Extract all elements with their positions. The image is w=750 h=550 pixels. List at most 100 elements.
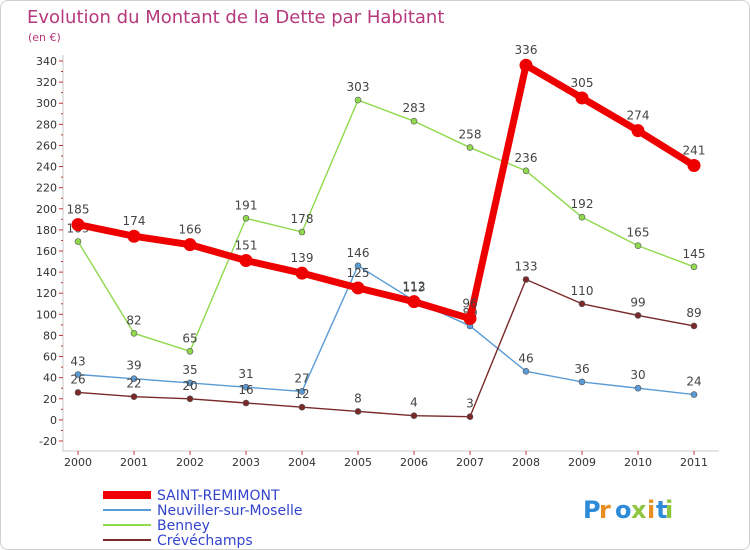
series-layer: 4339353127146113894636302416982651911783…: [67, 43, 706, 421]
y-tick-label: 140: [36, 266, 57, 279]
data-label: 174: [123, 214, 146, 228]
series-line: [77, 61, 696, 323]
data-point: [578, 213, 586, 221]
logo-letter: o: [615, 496, 632, 524]
data-point: [354, 96, 362, 104]
data-label: 125: [347, 266, 370, 280]
y-tick-label: 200: [36, 203, 57, 216]
data-point: [242, 399, 250, 407]
y-tick-label: 300: [36, 97, 57, 110]
data-point: [690, 322, 698, 330]
x-tick-label: 2009: [568, 456, 596, 469]
x-tick-label: 2005: [344, 456, 372, 469]
legend-label: SAINT-REMIMONT: [157, 488, 280, 504]
data-label: 258: [459, 128, 482, 142]
legend-label: Crévéchamps: [157, 533, 253, 549]
y-tick-label: 260: [36, 139, 57, 152]
x-tick-label: 2002: [176, 456, 204, 469]
x-tick-label: 2001: [120, 456, 148, 469]
data-label: 89: [686, 306, 701, 320]
series-2: 1698265191178303283258236192165145: [67, 80, 706, 355]
x-tick-label: 2004: [288, 456, 316, 469]
proxiti-logo: Pr o x i ti: [583, 496, 673, 524]
data-label: 305: [571, 76, 594, 90]
y-tick-label: 240: [36, 161, 57, 174]
data-point: [186, 395, 194, 403]
data-point: [242, 383, 250, 391]
data-label: 35: [182, 363, 197, 377]
data-label: 336: [515, 43, 538, 57]
data-label: 8: [354, 391, 362, 405]
data-point: [298, 228, 306, 236]
data-point: [298, 403, 306, 411]
data-label: 236: [515, 151, 538, 165]
legend-label: Benney: [157, 518, 210, 534]
data-label: 110: [571, 284, 594, 298]
y-tick-label: 60: [43, 351, 57, 364]
data-label: 16: [238, 383, 253, 397]
data-point: [130, 375, 138, 383]
x-tick-label: 2008: [512, 456, 540, 469]
data-point: [578, 378, 586, 386]
data-point: [242, 214, 250, 222]
data-label: 192: [571, 197, 594, 211]
data-label: 145: [683, 247, 706, 261]
logo-letter: x: [631, 496, 647, 524]
x-tick-label: 2003: [232, 456, 260, 469]
data-point: [127, 229, 141, 243]
data-point: [522, 167, 530, 175]
data-point: [634, 242, 642, 250]
data-point: [690, 391, 698, 398]
data-point: [466, 413, 474, 421]
data-label: 178: [291, 212, 314, 226]
data-label: 165: [627, 226, 650, 240]
data-label: 191: [235, 198, 258, 212]
data-point: [634, 312, 642, 319]
data-point: [463, 312, 477, 326]
data-point: [186, 347, 194, 355]
data-label: 185: [67, 203, 90, 217]
series-0: 185 174 166 151 139 125 112 96 336 305 274 241: [67, 43, 705, 326]
data-point: [634, 384, 642, 392]
series-line: [77, 99, 695, 352]
data-label: 112: [403, 280, 426, 294]
data-label: 27: [294, 371, 309, 385]
data-point: [71, 218, 85, 232]
data-point: [354, 262, 362, 270]
data-point: [466, 144, 474, 151]
axes: -200204060801001201401601802002202402602…: [36, 55, 719, 469]
data-label: 30: [630, 368, 645, 382]
y-tick-label: 180: [36, 224, 57, 237]
data-label: 303: [347, 80, 370, 94]
data-point: [407, 295, 421, 309]
logo-letter: i: [665, 496, 673, 524]
data-label: 36: [574, 362, 589, 376]
data-label: 3: [466, 397, 474, 411]
data-label: 113: [403, 281, 426, 295]
data-label: 139: [291, 251, 314, 265]
series-1: 43 39 35 31 27 146 113 89 46 36 30 24: [70, 246, 702, 398]
data-point: [519, 58, 533, 72]
data-label: 12: [294, 387, 309, 401]
y-tick-label: 160: [36, 245, 57, 258]
data-label: 43: [70, 355, 85, 369]
data-point: [130, 330, 138, 337]
data-point: [354, 408, 362, 415]
y-tick-label: 320: [36, 76, 57, 89]
logo-letter: t: [656, 496, 667, 524]
data-label: 166: [179, 223, 202, 237]
x-tick-label: 2000: [64, 456, 92, 469]
series-line: [77, 278, 695, 418]
data-point: [522, 276, 530, 283]
data-label: 151: [235, 239, 258, 253]
data-label: 274: [627, 109, 650, 123]
series-line: [77, 265, 695, 396]
y-tick-label: 40: [43, 372, 57, 385]
data-point: [130, 393, 138, 400]
y-tick-label: 340: [36, 55, 57, 68]
data-point: [578, 300, 586, 308]
data-point: [183, 238, 197, 252]
chart-subtitle: (en €): [28, 31, 61, 44]
data-label: 22: [126, 377, 141, 391]
